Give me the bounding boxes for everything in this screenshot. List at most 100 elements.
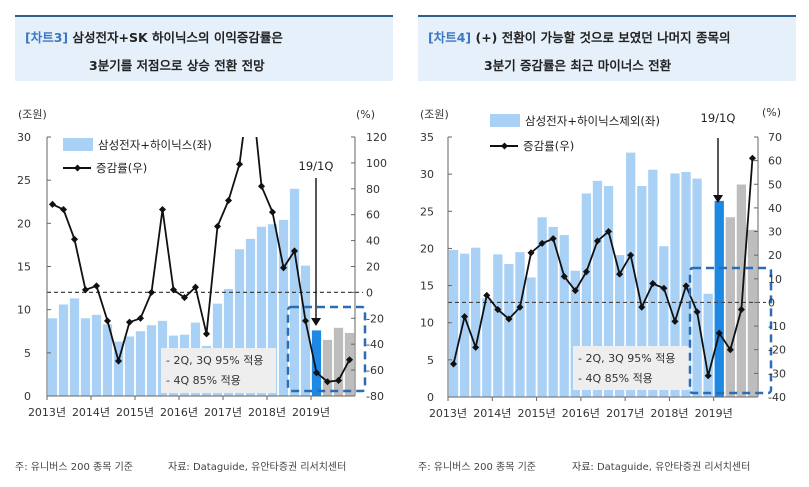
left-tick-label: 25 bbox=[17, 174, 31, 187]
bar bbox=[102, 324, 113, 396]
left-tick-label: 25 bbox=[420, 205, 434, 218]
x-tick-label: 2014년 bbox=[72, 406, 110, 419]
bar bbox=[670, 173, 680, 397]
x-tick-label: 2017년 bbox=[606, 407, 644, 420]
annotation-box bbox=[573, 346, 690, 390]
chart3-title-line1: [차트3] 삼성전자+SK 하이닉스의 이익증감률은 bbox=[25, 27, 283, 46]
bar bbox=[637, 186, 647, 397]
right-tick-label: 120 bbox=[366, 131, 387, 144]
legend-line-label: 증감률(우) bbox=[96, 161, 147, 175]
growth-point bbox=[748, 154, 756, 162]
growth-point bbox=[593, 237, 601, 245]
chart4-title-line1: [차트4] (+) 전환이 가능할 것으로 보였던 나머지 종목의 bbox=[428, 27, 731, 46]
bar bbox=[515, 252, 525, 397]
left-tick-label: 30 bbox=[17, 131, 31, 144]
growth-point bbox=[693, 308, 701, 316]
right-tick-label: 70 bbox=[768, 131, 782, 144]
bar bbox=[592, 180, 603, 397]
bar bbox=[448, 249, 459, 397]
right-tick-label: 40 bbox=[768, 202, 782, 215]
growth-point bbox=[114, 357, 123, 365]
legend-bar-label: 삼성전자+하이닉스(좌) bbox=[98, 138, 212, 152]
chart4-tag: [차트4] bbox=[428, 30, 472, 45]
arrow-label: 19/1Q bbox=[701, 111, 736, 125]
legend-line-label: 증감률(우) bbox=[523, 139, 574, 153]
left-tick-label: 10 bbox=[420, 317, 434, 330]
right-tick-label: 50 bbox=[768, 178, 782, 191]
bar bbox=[278, 219, 289, 396]
left-tick-label: 35 bbox=[420, 131, 434, 144]
left-tick-label: 0 bbox=[24, 390, 31, 403]
chart4-title-line2: 3분기 증감률은 최근 마이너스 전환 bbox=[484, 58, 672, 73]
growth-line bbox=[452, 158, 754, 376]
bar bbox=[692, 178, 702, 397]
growth-point bbox=[290, 247, 299, 255]
bar bbox=[493, 254, 503, 397]
left-tick-label: 5 bbox=[24, 347, 31, 360]
bar bbox=[548, 226, 558, 397]
growth-point bbox=[538, 239, 546, 247]
bar bbox=[581, 193, 592, 397]
x-tick-label: 2019년 bbox=[292, 406, 330, 419]
x-tick-label: 2015년 bbox=[518, 407, 556, 420]
bar bbox=[300, 265, 311, 396]
left-tick-label: 30 bbox=[420, 168, 434, 181]
growth-point bbox=[461, 313, 469, 321]
chart4-header: [차트4] (+) 전환이 가능할 것으로 보였던 나머지 종목의 3분기 증감… bbox=[418, 15, 796, 81]
x-tick-label: 2018년 bbox=[248, 406, 286, 419]
growth-point bbox=[616, 270, 624, 278]
right-tick-label: 30 bbox=[768, 226, 782, 239]
x-tick-label: 2014년 bbox=[473, 407, 511, 420]
growth-point bbox=[671, 317, 679, 325]
growth-point bbox=[527, 249, 535, 257]
growth-point bbox=[147, 288, 156, 296]
bar bbox=[559, 235, 569, 397]
right-tick-label: 100 bbox=[366, 157, 387, 170]
x-tick-label: 2017년 bbox=[204, 406, 242, 419]
bar bbox=[459, 253, 470, 397]
annotation-text: - 4Q 85% 적용 bbox=[578, 372, 653, 385]
growth-point bbox=[450, 360, 458, 368]
growth-point bbox=[279, 264, 288, 272]
x-tick-label: 2015년 bbox=[116, 406, 154, 419]
growth-point bbox=[136, 314, 145, 322]
bar bbox=[504, 264, 514, 397]
right-tick-label: 0 bbox=[366, 286, 373, 299]
bar bbox=[537, 217, 547, 397]
growth-point bbox=[715, 329, 723, 337]
bar bbox=[747, 229, 758, 397]
chart3-title: 삼성전자+SK 하이닉스의 이익증감률은 bbox=[72, 30, 283, 45]
growth-line bbox=[52, 137, 351, 383]
growth-point bbox=[180, 294, 189, 302]
growth-point bbox=[737, 306, 745, 314]
right-tick-label: 60 bbox=[366, 209, 380, 222]
legend-bar-label: 삼성전자+하이닉스제외(좌) bbox=[525, 114, 660, 128]
x-tick-label: 2016년 bbox=[160, 406, 198, 419]
growth-point bbox=[638, 303, 646, 311]
right-tick-label: -30 bbox=[768, 367, 786, 380]
chart4: - 2Q, 3Q 95% 적용 - 4Q 85% 적용 19/1Q 0 5 10 15 20 2… bbox=[420, 106, 786, 420]
growth-point bbox=[268, 208, 277, 216]
arrow-head-icon bbox=[713, 195, 723, 203]
bar bbox=[614, 255, 625, 397]
bar bbox=[471, 247, 481, 397]
bar bbox=[603, 186, 614, 397]
right-tick-label: 0 bbox=[768, 296, 775, 309]
growth-point bbox=[59, 205, 68, 214]
growth-point bbox=[334, 376, 343, 384]
left-tick-label: 0 bbox=[427, 391, 434, 404]
growth-point bbox=[605, 228, 613, 236]
bar bbox=[256, 226, 267, 396]
growth-point bbox=[312, 369, 321, 377]
growth-point bbox=[257, 182, 266, 190]
annotation-text: - 4Q 85% 적용 bbox=[166, 374, 241, 387]
growth-point bbox=[560, 272, 568, 280]
legend-line-marker bbox=[500, 142, 509, 150]
right-tick-label: -10 bbox=[768, 320, 786, 333]
right-tick-label: 40 bbox=[366, 235, 380, 248]
bar bbox=[482, 298, 492, 397]
bar bbox=[311, 330, 322, 396]
chart3: - 2Q, 3Q 95% 적용 - 4Q 85% 적용 19/1Q 0 5 10 15 20 2… bbox=[17, 108, 387, 419]
arrow-label: 19/1Q bbox=[299, 159, 334, 173]
annotation-text: - 2Q, 3Q 95% 적용 bbox=[166, 354, 263, 367]
